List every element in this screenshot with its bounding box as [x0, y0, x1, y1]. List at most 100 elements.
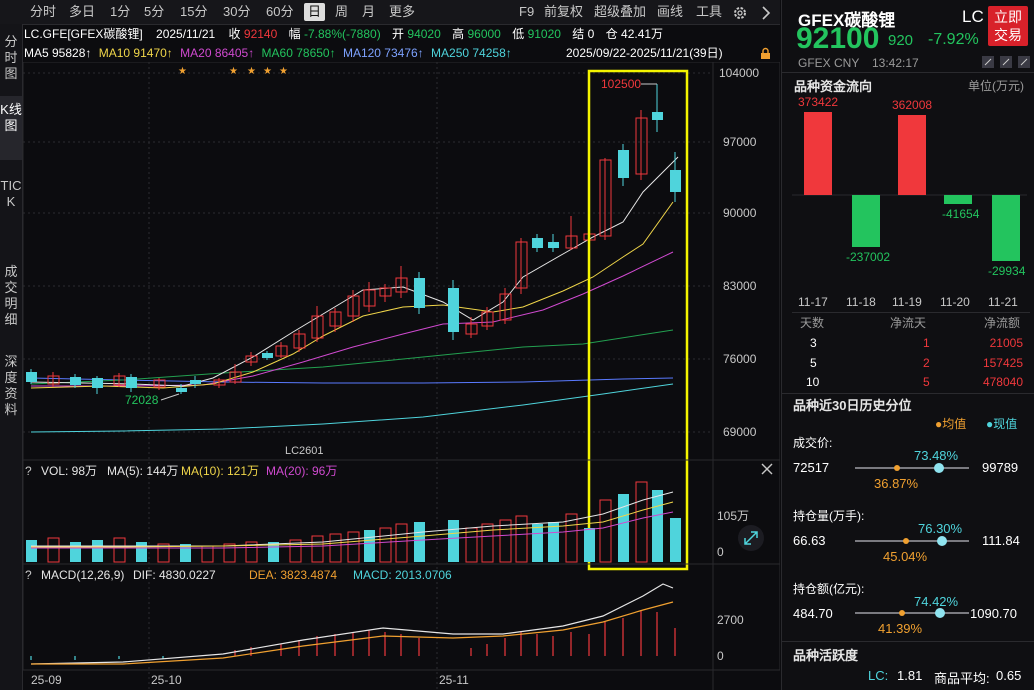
period-tab-timeshare[interactable]: 分时 — [30, 4, 57, 19]
f9-button[interactable]: F9 — [519, 4, 535, 19]
change-label: 幅 — [288, 27, 301, 41]
svg-text:?: ? — [25, 568, 32, 582]
period-tab-daily[interactable]: 日 — [304, 3, 326, 21]
activity-title: 品种活跃度 — [793, 648, 859, 663]
flow-bar-2 — [852, 195, 880, 247]
volume-bars — [26, 481, 681, 563]
tab-timeshare-chart[interactable]: 分时图 — [4, 34, 18, 81]
quote-time: 13:42:17 — [872, 56, 919, 70]
period-tab-60min[interactable]: 60分 — [266, 4, 294, 19]
activity-lc-label: LC: — [868, 668, 889, 683]
gear-icon[interactable] — [732, 5, 748, 21]
vol-ma5-label: MA(5): 144万 — [107, 464, 178, 478]
legend-current: ●现值 — [986, 417, 1018, 431]
flow-date-2: 11-18 — [846, 295, 876, 309]
macd-value-label: MACD: 2013.0706 — [353, 568, 452, 582]
expand-icon[interactable] — [738, 525, 764, 551]
fund-flow-title: 品种资金流向 — [794, 79, 873, 94]
date-label: 2025/11/21 — [156, 27, 216, 41]
svg-text:★: ★ — [263, 66, 272, 77]
chevron-right-icon[interactable] — [760, 6, 772, 20]
flow-date-3: 11-19 — [892, 295, 922, 309]
edit-icon[interactable] — [982, 56, 1030, 68]
metric-avg-pct-price: 36.87% — [874, 476, 919, 491]
metric-min-oi: 66.63 — [793, 533, 826, 548]
period-tab-weekly[interactable]: 周 — [335, 4, 349, 19]
right-info-panel: GFEX碳酸锂 LC 立即交易 92100 920 -7.92% GFEX CN… — [781, 0, 1034, 690]
activity-avg-label: 商品平均: — [934, 671, 990, 686]
ma10-legend: MA10 91470↑ — [98, 46, 173, 60]
hist-percentile-title: 品种近30日历史分位 — [793, 398, 912, 413]
price-tick-4: 83000 — [723, 279, 757, 293]
vol-tick-2: 0 — [717, 545, 724, 559]
left-tab-bar: 分时图 K线图 TICK 成交明细 深度资料 — [0, 24, 23, 690]
table-header-amount: 净流额 — [984, 316, 1021, 330]
tools-button[interactable]: 工具 — [696, 4, 723, 19]
flow-value-5: -29934 — [988, 264, 1026, 278]
macd-tick-1: 2700 — [717, 613, 744, 627]
flow-table-header: 天数 净流天 净流额 — [792, 314, 1027, 332]
table-header-flow-days: 净流天 — [890, 316, 927, 330]
overlay-button[interactable]: 超级叠加 — [594, 4, 647, 19]
period-tab-multiday[interactable]: 多日 — [69, 4, 96, 19]
ma5-legend: MA5 95828↑ — [24, 46, 92, 60]
metric-min-price: 72517 — [793, 460, 830, 475]
metric-min-oi-value: 484.70 — [793, 606, 833, 621]
metric-slider-oi — [855, 536, 969, 546]
table-header-days: 天数 — [800, 316, 825, 330]
low-value: 91020 — [527, 27, 561, 41]
period-tab-more[interactable]: 更多 — [389, 4, 416, 19]
table-cell-amount: 21005 — [989, 336, 1023, 350]
settle-value: 0 — [587, 27, 595, 41]
price-tick-1: 104000 — [719, 66, 759, 80]
period-tab-15min[interactable]: 15分 — [180, 4, 208, 19]
quote-info-row: LC.GFE[GFEX碳酸锂] 2025/11/21 收 92140 幅 -7.… — [24, 25, 780, 43]
kline-chart-area[interactable]: 104000 97000 90000 83000 76000 69000 ★ ★ ★… — [23, 62, 780, 690]
fund-flow-chart: 373422 -237002 362008 -41654 -29934 11-1… — [792, 95, 1027, 309]
metric-max-oi: 111.84 — [982, 533, 1020, 548]
ma60-line — [30, 329, 674, 385]
svg-text:★: ★ — [178, 66, 187, 77]
legend-average: ●均值 — [935, 417, 967, 431]
period-tab-5min[interactable]: 5分 — [144, 4, 165, 19]
metric-cur-pct-oi: 76.30% — [918, 521, 963, 536]
metric-cur-pct-price: 73.48% — [914, 448, 959, 463]
svg-text:★: ★ — [279, 66, 288, 77]
price-tick-6: 69000 — [723, 425, 757, 439]
price-tick-5: 76000 — [723, 352, 757, 366]
vol-tick-1: 105万 — [717, 509, 749, 523]
vol-ma20-line — [31, 511, 674, 549]
tab-tick[interactable]: TICK — [0, 178, 22, 209]
period-tab-monthly[interactable]: 月 — [362, 4, 376, 19]
adjust-button[interactable]: 前复权 — [544, 4, 584, 19]
lock-icon[interactable] — [759, 47, 772, 60]
period-tab-30min[interactable]: 30分 — [223, 4, 251, 19]
date-range-label: 2025/09/22-2025/11/21(39日) — [566, 46, 723, 60]
table-cell-amount: 157425 — [982, 356, 1023, 370]
low-label: 低 — [512, 27, 525, 41]
period-tab-1min[interactable]: 1分 — [110, 4, 131, 19]
tab-trade-detail[interactable]: 成交明细 — [4, 264, 18, 327]
table-cell-days: 3 — [810, 336, 817, 350]
metric-title-oi: 持仓量(万手): — [793, 509, 865, 523]
svg-text:★: ★ — [229, 66, 238, 77]
tab-depth-data[interactable]: 深度资料 — [4, 354, 18, 417]
open-label: 开 — [392, 27, 405, 41]
high-annotation: 102500 — [601, 77, 641, 91]
flow-bar-1 — [804, 112, 832, 195]
draw-button[interactable]: 画线 — [657, 4, 684, 19]
table-cell-flow-days: 1 — [923, 336, 930, 350]
ma60-legend: MA60 78650↑ — [261, 46, 336, 60]
high-value: 96000 — [467, 27, 501, 41]
close-vol-icon[interactable] — [761, 463, 773, 475]
panel-tool-icons[interactable] — [982, 56, 1030, 68]
macd-dea-label: DEA: 3823.4874 — [249, 568, 337, 582]
tab-kline-chart[interactable]: K线图 — [0, 96, 22, 160]
table-cell-amount: 478040 — [982, 375, 1023, 389]
flow-bar-3 — [898, 115, 926, 195]
table-cell-flow-days: 2 — [923, 356, 930, 370]
flow-value-1: 373422 — [798, 95, 838, 109]
trade-now-button[interactable]: 立即交易 — [988, 6, 1028, 46]
contract-label: LC2601 — [285, 445, 324, 457]
change-value: -7.88%(-7880) — [303, 27, 381, 41]
